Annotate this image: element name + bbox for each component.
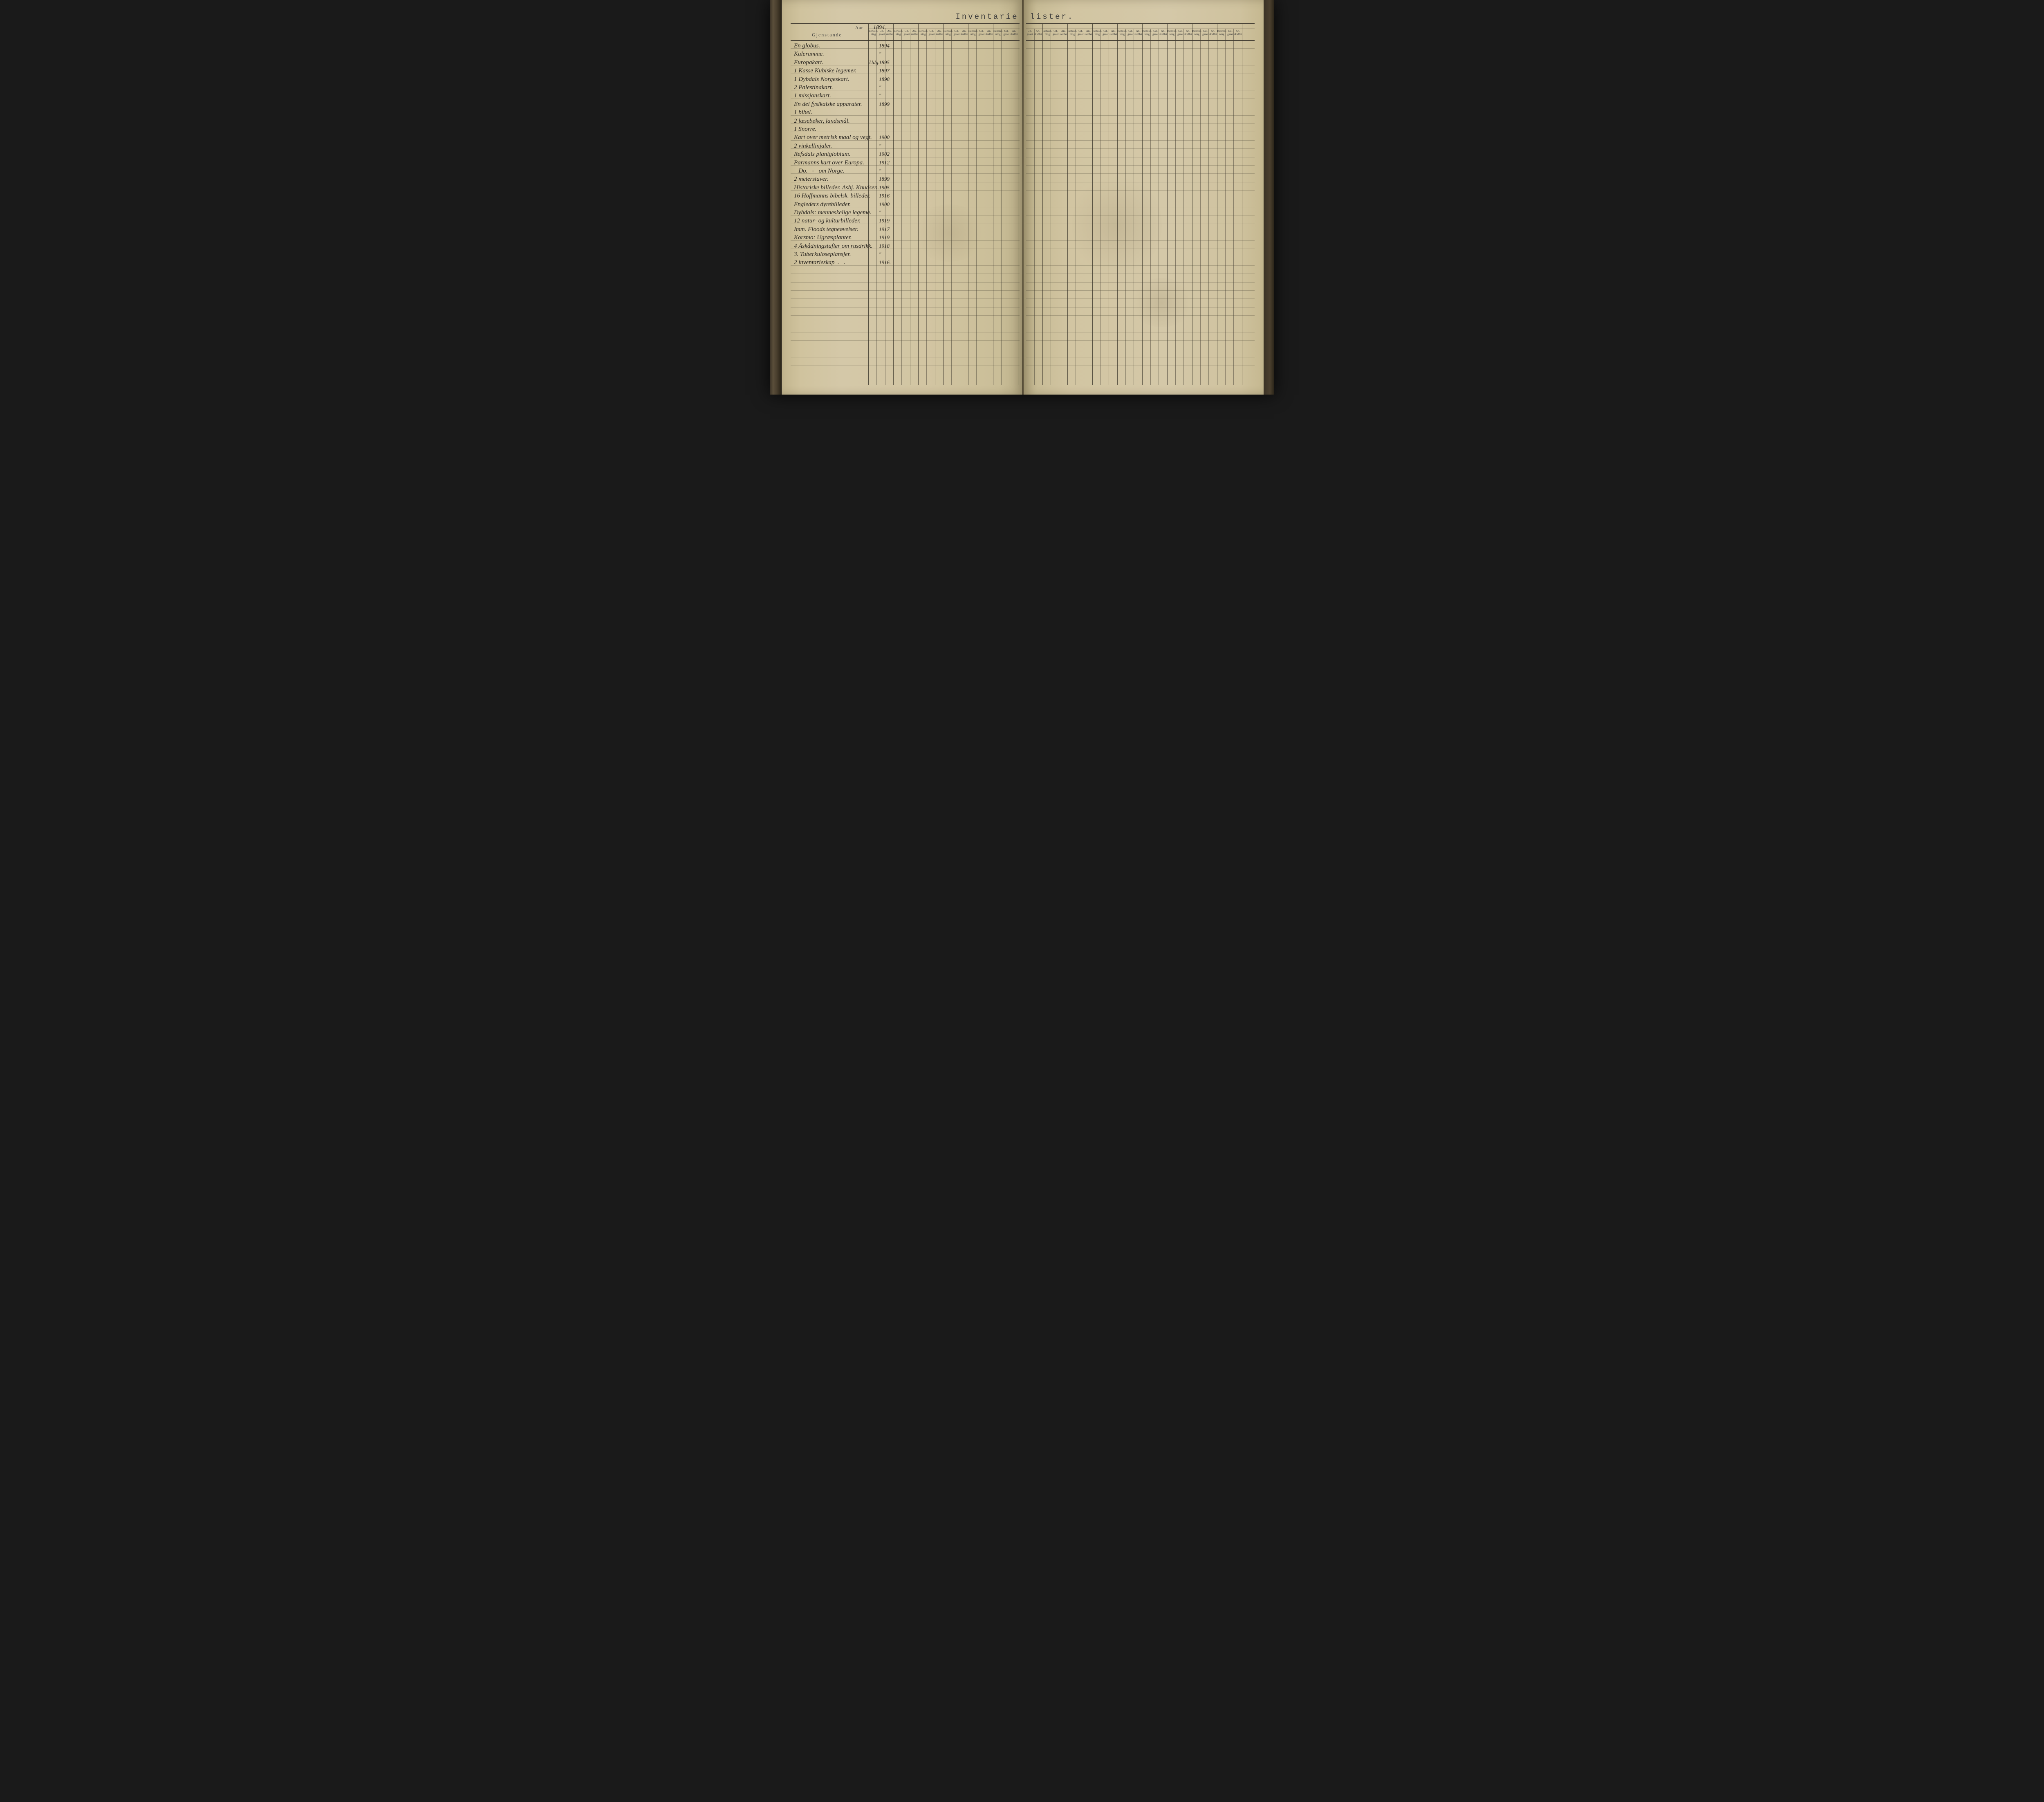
entry-name: Refsdals planiglobium. <box>794 151 850 158</box>
entry-year: 1917 <box>879 226 890 233</box>
page-right: lister. Ud- gaaetAn- skaffetBehold- ning… <box>1023 0 1264 395</box>
entry-row: 2 Palestinakart. ″ <box>794 84 1020 92</box>
entry-year: 1894 <box>879 43 890 49</box>
entry-year: 1902 <box>879 151 890 157</box>
entry-year: ″ <box>879 143 881 149</box>
entry-name: Korsmo: Ugræsplanter. <box>794 234 852 241</box>
entry-name: 2 læsebøker, landsmål. <box>794 118 850 125</box>
entry-year: ″ <box>879 251 881 258</box>
entry-name: En del fysikalske apparater. <box>794 101 862 108</box>
entry-year: 1919 <box>879 218 890 224</box>
entry-name: 4 Åskådningstafler om rusdrikk. <box>794 243 873 250</box>
entry-year: ″ <box>879 168 881 174</box>
entry-row: 16 Hoffmanns bibelsk. billeder. 1916 <box>794 193 1020 201</box>
entry-year: 1900 <box>879 134 890 141</box>
entry-row: 3. Tuberkuloseplansjer. ″ <box>794 251 1020 259</box>
entry-name: Kart over metrisk maal og vegt. <box>794 134 872 141</box>
entry-year: 1916 <box>879 193 890 199</box>
entry-year: 1899 <box>879 176 890 182</box>
book-spine-right <box>1264 0 1274 395</box>
entry-name: 1 Dybdals Norgeskart. <box>794 76 849 83</box>
entry-row: Kuleramme. ″ <box>794 51 1020 59</box>
entry-year: 1919 <box>879 234 890 241</box>
entry-year: 1897 <box>879 67 890 74</box>
entry-name: Kuleramme. <box>794 51 824 58</box>
entry-row: 1 missjonskart. ″ <box>794 92 1020 101</box>
entry-row: 2 inventarieskap . . 1916. <box>794 259 1020 267</box>
entry-row: Europakart. Udg.1895 <box>794 59 1020 67</box>
entry-name: Do. - om Norge. <box>794 168 845 175</box>
entry-row: Engleders dyrebilleder. 1900 <box>794 201 1020 209</box>
entry-row: Dybdals: menneskelige legeme. ″ <box>794 209 1020 218</box>
entry-row: 12 natur- og kulturbilleder. 1919 <box>794 218 1020 226</box>
entry-row: 1 Dybdals Norgeskart. 1898 <box>794 76 1020 84</box>
gutter-shadow <box>1023 0 1024 395</box>
entry-year: 1899 <box>879 101 890 108</box>
entry-row: 2 vinkellinjaler. ″ <box>794 143 1020 151</box>
entry-row: 2 meterstaver. 1899 <box>794 176 1020 184</box>
entry-udgaaet: Udg. <box>869 59 880 66</box>
entry-name: En globus. <box>794 43 820 49</box>
entry-row: Kart over metrisk maal og vegt. 1900 <box>794 134 1020 142</box>
entry-name: 2 Palestinakart. <box>794 84 833 91</box>
entry-row: Imm. Floods tegneøvelser. 1917 <box>794 226 1020 234</box>
page-left: Inventarie Aar 1894. Gjenstande Behold- … <box>782 0 1023 395</box>
entry-name: 2 meterstaver. <box>794 176 828 183</box>
entry-row: Historiske billeder. Asbj. Knudsen.1905 <box>794 184 1020 193</box>
page-title-left: Inventarie <box>955 12 1018 21</box>
entry-year: 1916. <box>879 259 891 266</box>
entry-name: 1 bibel. <box>794 109 812 116</box>
horizontal-rules-right <box>1026 40 1255 385</box>
entry-row: Korsmo: Ugræsplanter. 1919 <box>794 234 1020 242</box>
entry-name: Europakart. <box>794 59 823 66</box>
entry-row: 1 Snorre. <box>794 126 1020 134</box>
entry-year: 1895 <box>879 59 890 66</box>
entry-year: ″ <box>879 84 881 91</box>
entry-name: 1 Snorre. <box>794 126 816 133</box>
entry-row: 1 Kasse Kubiske legemer. 1897 <box>794 67 1020 76</box>
entry-name: 3. Tuberkuloseplansjer. <box>794 251 851 258</box>
entry-year: ″ <box>879 51 881 57</box>
entry-year: 1900 <box>879 201 890 208</box>
entry-row: Do. - om Norge. ″ <box>794 168 1020 176</box>
entry-name: Engleders dyrebilleder. <box>794 201 851 208</box>
entry-year: 1898 <box>879 76 890 83</box>
entry-year: ″ <box>879 209 881 216</box>
entry-row: Refsdals planiglobium. 1902 <box>794 151 1020 159</box>
entry-year: 1912 <box>879 159 890 166</box>
entry-name: 1 missjonskart. <box>794 92 831 99</box>
grid-right <box>1026 24 1255 385</box>
entry-name: Parmanns kart over Europa. <box>794 159 864 166</box>
book-spine-left <box>770 0 782 395</box>
entry-year: ″ <box>879 92 881 99</box>
entry-name: Dybdals: menneskelige legeme. <box>794 209 872 216</box>
entry-name: 2 inventarieskap . . <box>794 259 845 266</box>
entry-row: Parmanns kart over Europa. 1912 <box>794 159 1020 168</box>
entry-name: 12 natur- og kulturbilleder. <box>794 218 861 224</box>
entry-year: 1905 <box>879 184 890 191</box>
entry-name: 1 Kasse Kubiske legemer. <box>794 67 856 74</box>
entry-row: 1 bibel. <box>794 109 1020 117</box>
entry-row: En del fysikalske apparater. 1899 <box>794 101 1020 109</box>
entry-name: 16 Hoffmanns bibelsk. billeder. <box>794 193 870 200</box>
ledger-book: Inventarie Aar 1894. Gjenstande Behold- … <box>770 0 1274 395</box>
page-title-right: lister. <box>1030 12 1074 21</box>
entry-name: 2 vinkellinjaler. <box>794 143 832 150</box>
entry-name: Imm. Floods tegneøvelser. <box>794 226 858 233</box>
entry-name: Historiske billeder. Asbj. Knudsen. <box>794 184 879 191</box>
entry-row: 4 Åskådningstafler om rusdrikk. 1918 <box>794 243 1020 251</box>
entry-row: En globus. 1894 <box>794 43 1020 51</box>
entry-year: 1918 <box>879 243 890 249</box>
entry-row: 2 læsebøker, landsmål. <box>794 118 1020 126</box>
